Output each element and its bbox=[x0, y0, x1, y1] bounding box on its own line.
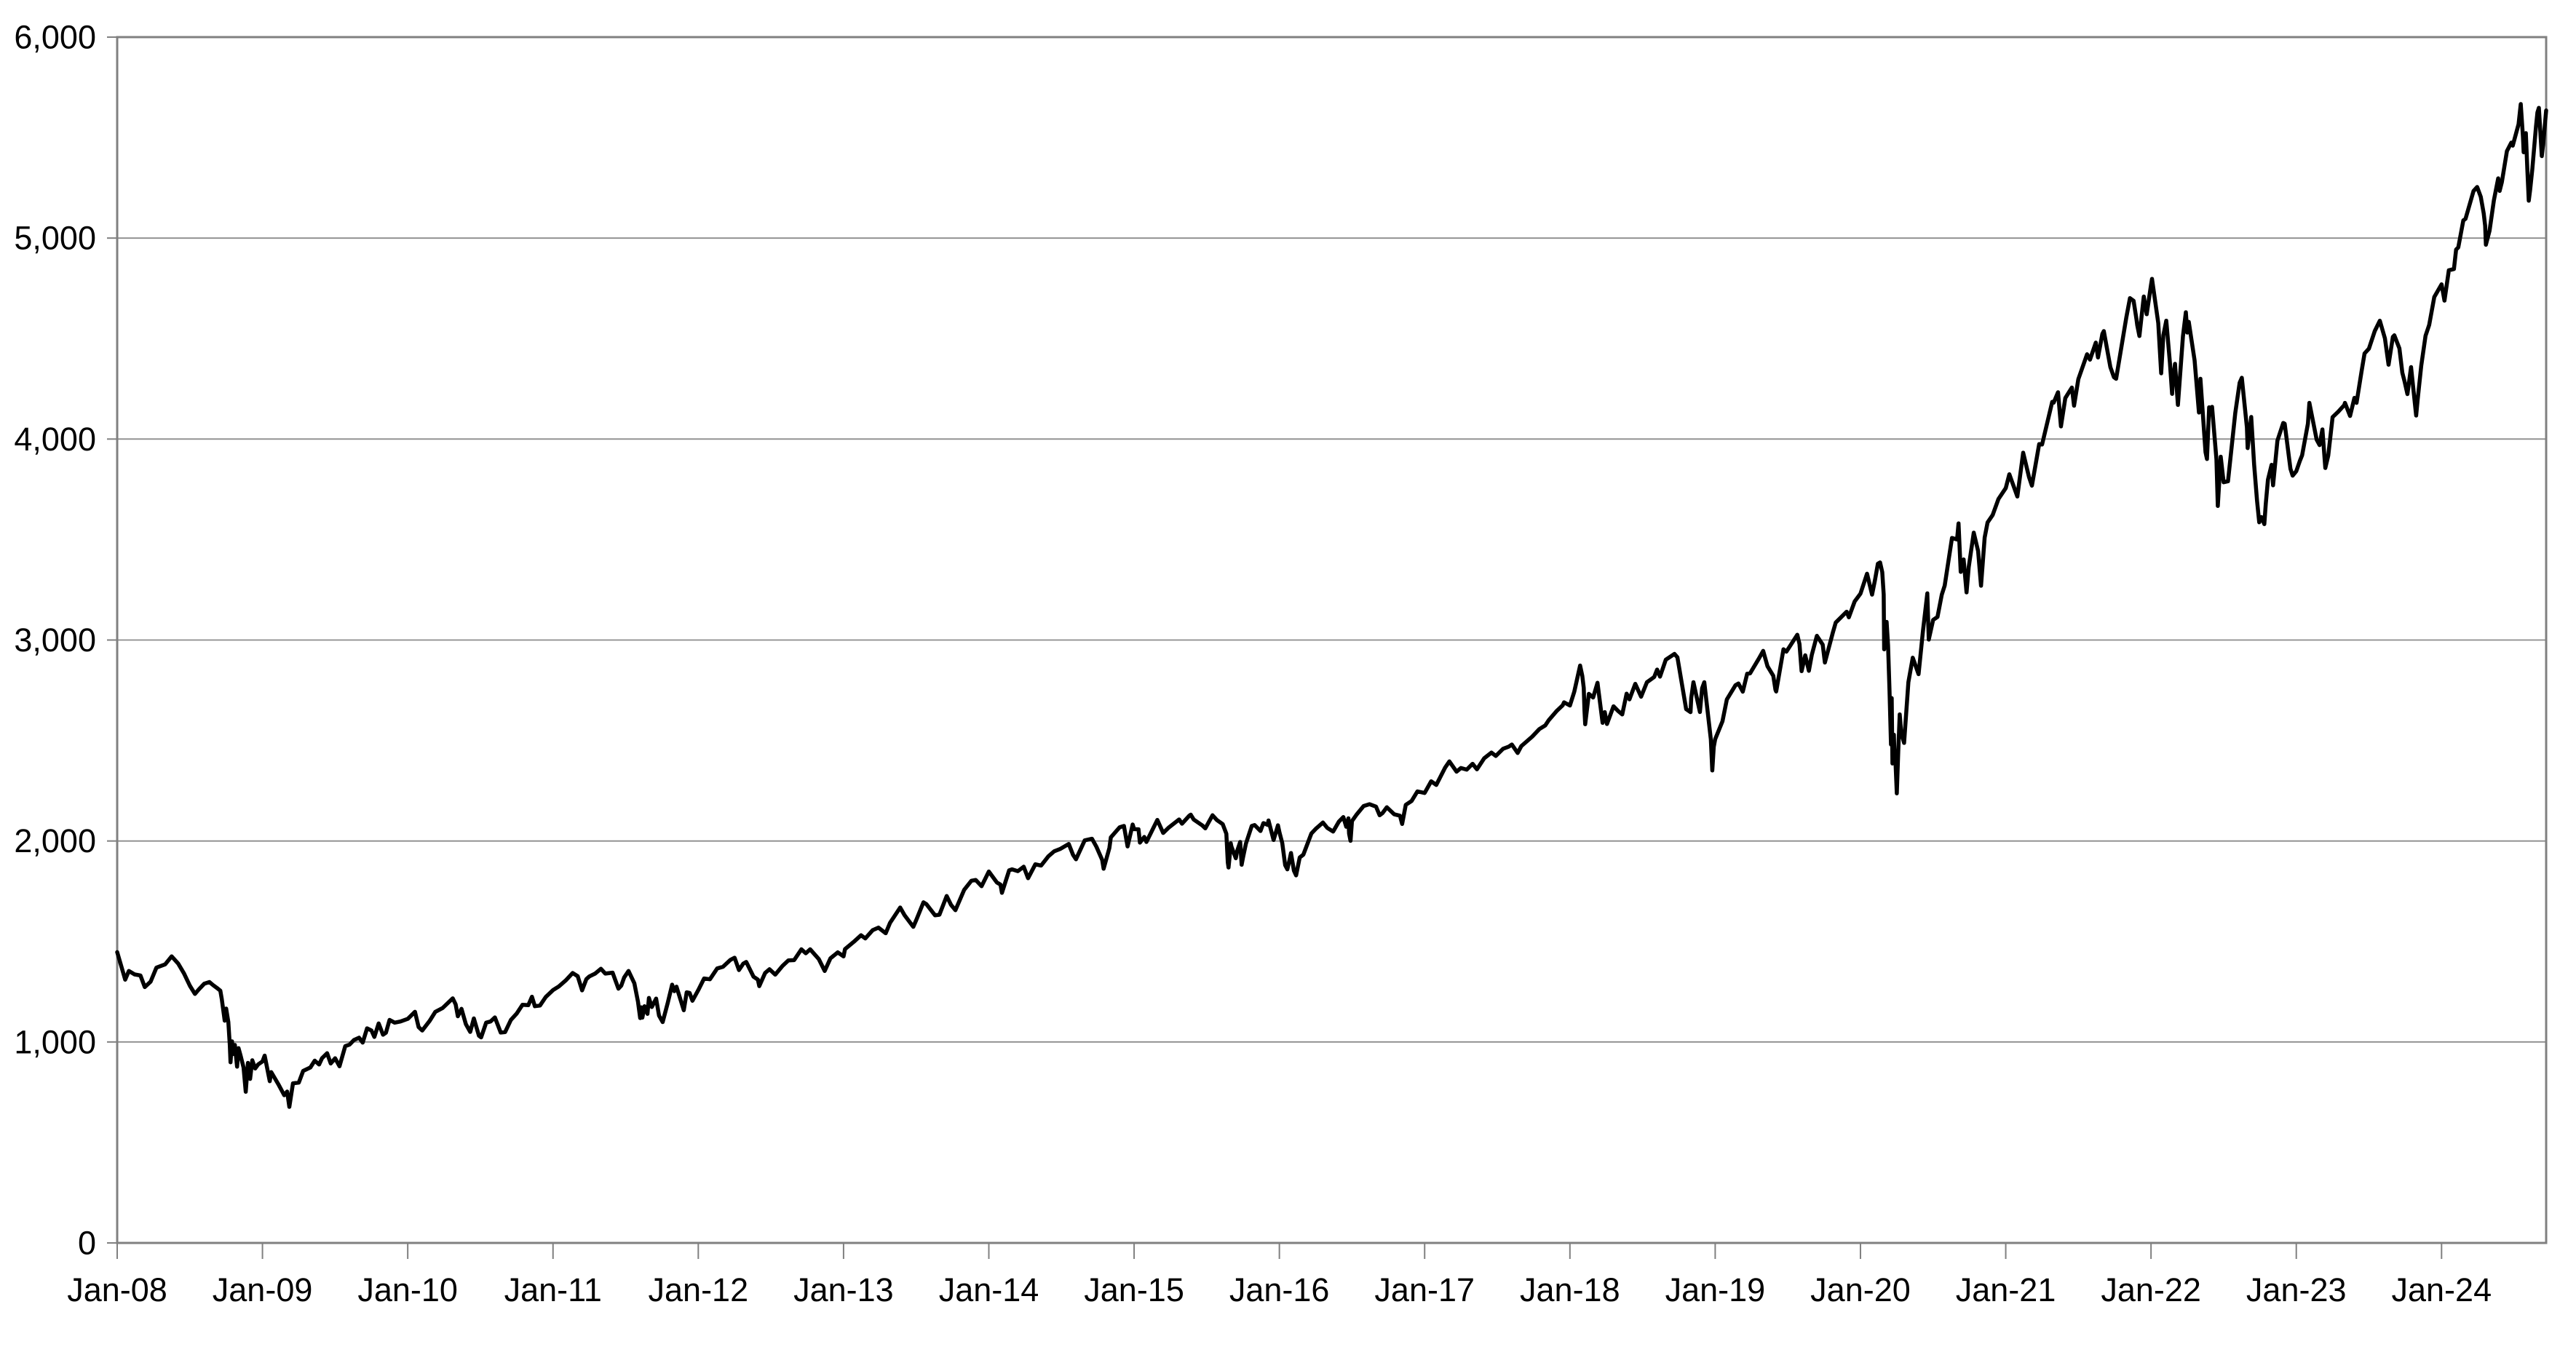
x-tick-label: Jan-22 bbox=[2101, 1271, 2201, 1308]
x-tick-label: Jan-24 bbox=[2392, 1271, 2492, 1308]
x-tick-label: Jan-08 bbox=[67, 1271, 167, 1308]
x-tick-label: Jan-19 bbox=[1665, 1271, 1766, 1308]
x-tick-label: Jan-18 bbox=[1520, 1271, 1620, 1308]
x-tick-label: Jan-21 bbox=[1956, 1271, 2056, 1308]
x-tick-label: Jan-17 bbox=[1374, 1271, 1475, 1308]
x-tick-label: Jan-10 bbox=[357, 1271, 458, 1308]
y-tick-label: 4,000 bbox=[14, 421, 96, 458]
x-tick-label: Jan-11 bbox=[504, 1271, 602, 1308]
y-tick-label: 6,000 bbox=[14, 19, 96, 56]
x-tick-label: Jan-16 bbox=[1229, 1271, 1330, 1308]
y-tick-label: 5,000 bbox=[14, 220, 96, 257]
y-tick-label: 1,000 bbox=[14, 1023, 96, 1060]
x-tick-label: Jan-15 bbox=[1084, 1271, 1184, 1308]
x-tick-label: Jan-13 bbox=[793, 1271, 894, 1308]
x-tick-label: Jan-23 bbox=[2246, 1271, 2347, 1308]
x-tick-label: Jan-09 bbox=[213, 1271, 313, 1308]
y-tick-label: 3,000 bbox=[14, 621, 96, 659]
price-series-line bbox=[115, 102, 2548, 1109]
x-tick-label: Jan-12 bbox=[649, 1271, 749, 1308]
y-tick-label: 0 bbox=[78, 1225, 96, 1262]
y-tick-label: 2,000 bbox=[14, 822, 96, 859]
x-tick-label: Jan-20 bbox=[1810, 1271, 1911, 1308]
x-tick-label: Jan-14 bbox=[939, 1271, 1039, 1308]
